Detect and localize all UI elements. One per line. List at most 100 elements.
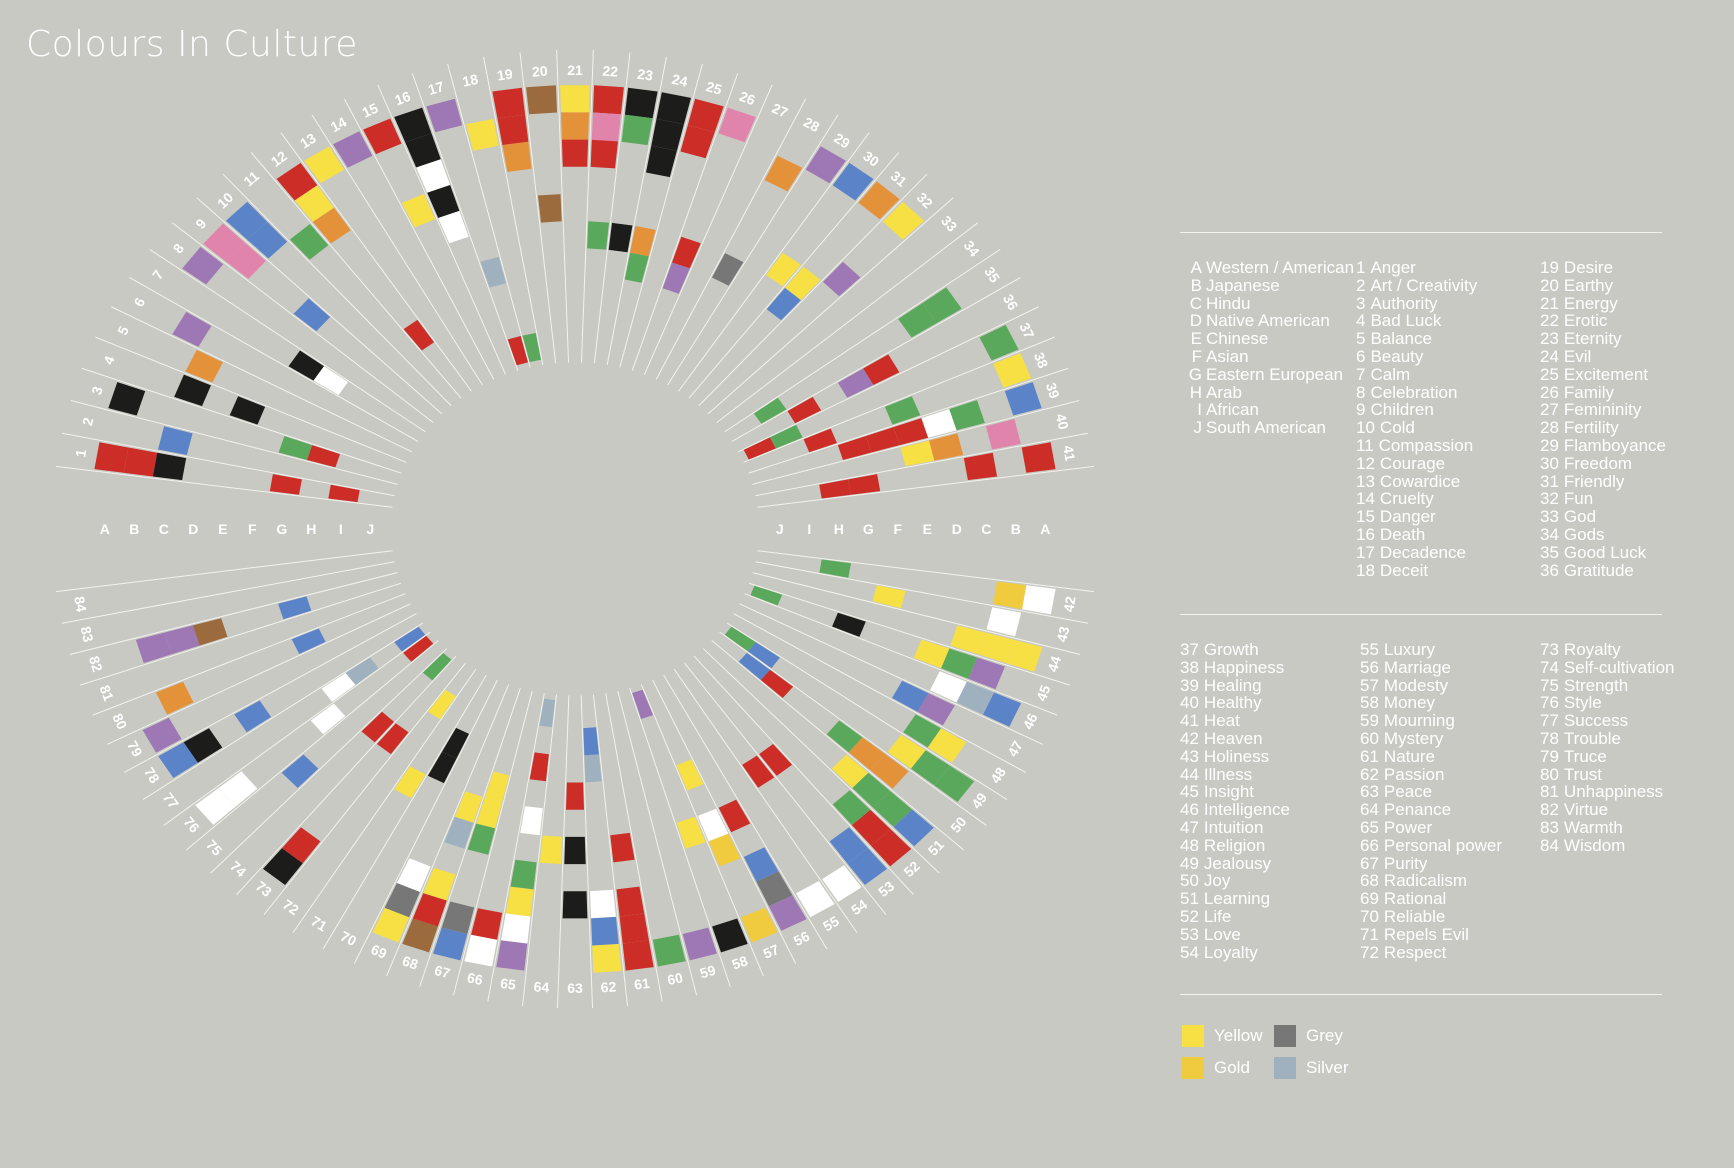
meaning-item-27-label: Femininity xyxy=(1563,400,1642,420)
meaning-item-84-label: Wisdom xyxy=(1563,835,1626,855)
meaning-number-64: 64 xyxy=(533,978,550,995)
meaning-number-74: 74 xyxy=(227,858,249,880)
meaning-item-83: 83 Warmth xyxy=(1540,819,1674,837)
meaning-item-9-key: 9 xyxy=(1356,400,1366,420)
meaning-item-50-key: 50 xyxy=(1180,871,1199,891)
sector-divider xyxy=(619,63,703,368)
cell-65-b xyxy=(501,913,531,944)
sector-divider xyxy=(411,73,519,371)
meaning-item-8-label: Celebration xyxy=(1370,382,1458,402)
meaning-number-47: 47 xyxy=(1004,738,1026,760)
cell-28-b xyxy=(764,155,803,192)
meaning-item-58: 58 Money xyxy=(1360,694,1502,712)
grey-swatch xyxy=(1274,1025,1296,1047)
meaning-item-35: 35 Good Luck xyxy=(1540,543,1666,562)
cell-16-c xyxy=(416,159,451,193)
cell-32-a xyxy=(882,201,925,240)
cell-62-i xyxy=(583,727,599,756)
culture-legend: A Western / American B Japanese C Hindu D Nativ… xyxy=(1180,259,1354,437)
meaning-item-21-label: Energy xyxy=(1563,293,1618,313)
cell-39-a xyxy=(1004,382,1042,416)
culture-item-c-key: C xyxy=(1189,293,1202,313)
sector-divider xyxy=(716,222,978,424)
sector-divider xyxy=(592,694,628,1006)
cell-51-b xyxy=(872,791,912,827)
meaning-number-23: 23 xyxy=(636,66,654,84)
cell-30-a xyxy=(832,162,874,201)
meaning-number-6: 6 xyxy=(130,295,148,310)
cell-80-g xyxy=(291,628,326,654)
cell-28-f xyxy=(712,253,744,286)
cell-44-c xyxy=(950,625,986,655)
sector-divider xyxy=(70,400,398,485)
cell-73-a xyxy=(263,848,303,885)
cell-61-b xyxy=(619,913,649,944)
cell-2-c xyxy=(158,426,193,455)
meaning-item-75: 75 Strength xyxy=(1540,675,1674,695)
culture-letter-f: F xyxy=(894,521,903,537)
cell-1-c xyxy=(152,452,187,481)
sector-divider xyxy=(311,114,483,386)
cell-43-f xyxy=(872,585,906,609)
cell-43-b xyxy=(986,607,1022,637)
meaning-item-17: 17 Decadence xyxy=(1356,542,1477,562)
meaning-item-42: 42 Heaven xyxy=(1180,730,1290,748)
cell-37-a xyxy=(979,324,1019,361)
meaning-number-61: 61 xyxy=(633,975,651,993)
sector-divider xyxy=(688,152,900,399)
cell-62-b xyxy=(591,916,619,946)
cell-12-c xyxy=(312,207,351,244)
meaning-item-17-key: 17 xyxy=(1356,542,1375,562)
cell-82-c xyxy=(164,625,200,655)
meaning-item-75-label: Strength xyxy=(1563,675,1629,695)
meaning-number-34: 34 xyxy=(961,237,983,259)
cell-4-c xyxy=(174,374,211,407)
cell-49-c xyxy=(887,734,926,769)
culture-item-h-label: Arab xyxy=(1206,382,1242,402)
meaning-item-7-key: 7 xyxy=(1356,364,1366,384)
sector-divider xyxy=(719,631,987,826)
meaning-item-19-key: 19 xyxy=(1540,258,1559,277)
meaning-item-72-label: Respect xyxy=(1383,942,1447,962)
culture-letter-g: G xyxy=(863,521,874,537)
meaning-item-42-key: 42 xyxy=(1180,728,1199,748)
meaning-item-11-key: 11 xyxy=(1356,435,1374,455)
meaning-item-8-key: 8 xyxy=(1356,382,1366,402)
meaning-item-47: 47 Intuition xyxy=(1180,819,1290,837)
meaning-item-51-label: Learning xyxy=(1203,889,1271,909)
cell-67-a xyxy=(433,927,468,961)
sector-divider xyxy=(250,152,462,399)
cell-21-b xyxy=(561,112,589,140)
meaning-item-65: 65 Power xyxy=(1360,819,1502,837)
meaning-item-80: 80 Trust xyxy=(1540,765,1674,784)
meaning-item-59-label: Mourning xyxy=(1383,711,1455,731)
cell-68-b xyxy=(412,893,447,927)
cell-30-e xyxy=(766,252,801,287)
meaning-item-26-key: 26 xyxy=(1540,382,1559,402)
cell-49-a xyxy=(934,765,975,802)
meaning-item-5-key: 5 xyxy=(1356,329,1366,349)
meaning-item-41-label: Heat xyxy=(1203,711,1240,731)
culture-item-i-key: I xyxy=(1197,400,1202,420)
meaning-item-42-label: Heaven xyxy=(1203,728,1263,748)
cell-15-d xyxy=(401,193,436,228)
meaning-item-55-label: Luxury xyxy=(1383,640,1435,659)
cell-42-h xyxy=(819,559,851,578)
cell-57-e xyxy=(697,808,729,842)
sector-divider xyxy=(452,690,533,996)
meaning-item-29: 29 Flamboyance xyxy=(1540,437,1666,455)
sector-divider xyxy=(386,684,510,977)
meaning-number-52: 52 xyxy=(901,858,923,880)
legend-gold-label: Gold xyxy=(1214,1058,1250,1077)
meaning-item-36-key: 36 xyxy=(1540,560,1559,580)
meaning-number-15: 15 xyxy=(360,100,381,121)
meaning-item-76: 76 Style xyxy=(1540,694,1674,712)
meaning-item-23-key: 23 xyxy=(1540,329,1559,349)
meaning-item-49: 49 Jealousy xyxy=(1180,854,1290,873)
meaning-item-21-key: 21 xyxy=(1540,293,1559,313)
meaning-item-17-label: Decadence xyxy=(1379,542,1466,562)
cell-52-a xyxy=(871,829,912,867)
culture-item-g: G Eastern European xyxy=(1180,365,1354,384)
cell-74-j xyxy=(422,653,452,681)
meaning-item-28: 28 Fertility xyxy=(1540,419,1666,437)
